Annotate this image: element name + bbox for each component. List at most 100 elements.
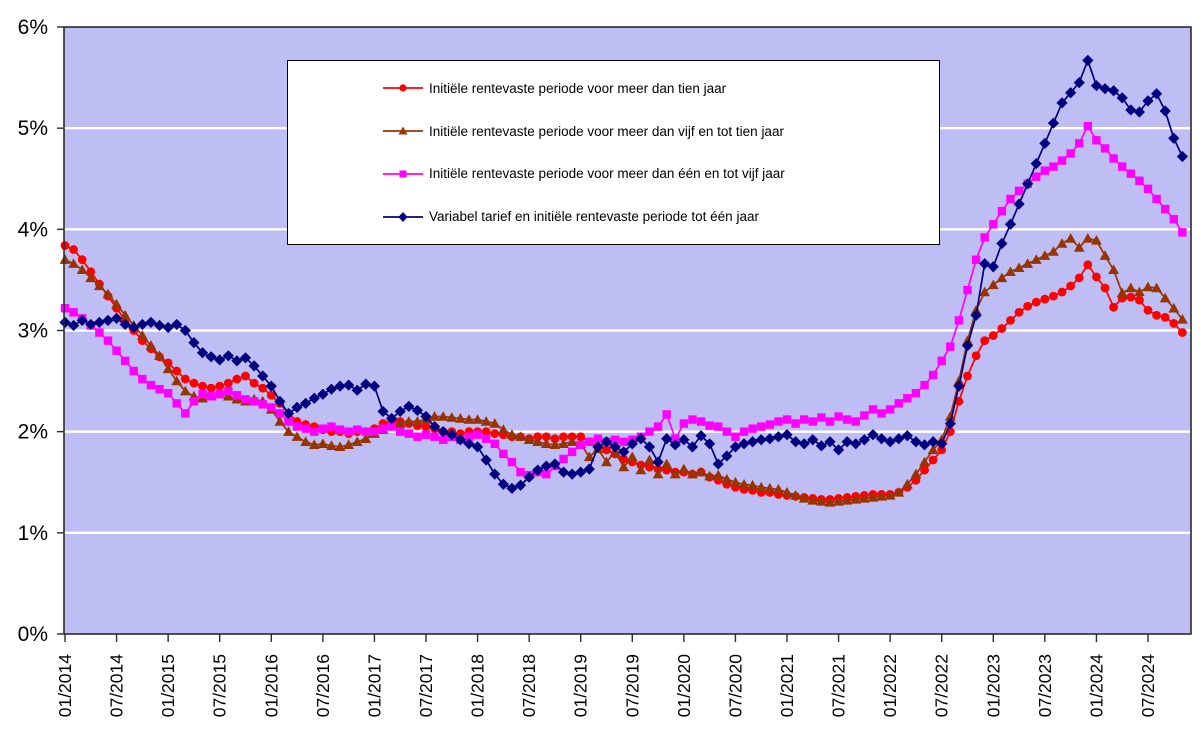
- marker-triangle: [394, 418, 406, 428]
- marker-diamond: [1030, 157, 1042, 170]
- y-axis-label-5%: 5%: [18, 117, 48, 140]
- marker-diamond: [1039, 137, 1051, 149]
- marker-triangle: [283, 426, 294, 436]
- marker-square: [1143, 184, 1153, 194]
- marker-diamond: [729, 441, 742, 453]
- marker-diamond: [996, 237, 1008, 250]
- marker-square: [301, 424, 310, 433]
- x-axis-label-07/2020: 07/2020: [725, 654, 745, 718]
- marker-diamond: [360, 378, 372, 390]
- marker-triangle: [652, 468, 664, 479]
- marker-circle: [1177, 328, 1187, 337]
- marker-square: [1152, 194, 1161, 204]
- marker-triangle: [222, 390, 234, 401]
- marker-diamond: [291, 401, 303, 413]
- marker-diamond: [540, 460, 552, 472]
- marker-square: [112, 346, 121, 355]
- marker-circle: [928, 455, 938, 465]
- legend-sample-square-icon: [383, 170, 423, 178]
- marker-diamond: [171, 318, 183, 331]
- marker-circle: [180, 374, 190, 384]
- marker-circle: [576, 432, 586, 442]
- marker-circle: [172, 366, 182, 376]
- marker-triangle: [1065, 233, 1077, 243]
- marker-triangle: [291, 431, 303, 441]
- marker-triangle: [566, 436, 578, 446]
- x-axis-label-01/2022: 01/2022: [880, 654, 900, 717]
- marker-triangle: [497, 424, 509, 434]
- x-axis-label-07/2016: 07/2016: [313, 654, 333, 717]
- marker-diamond: [652, 456, 664, 468]
- marker-triangle: [515, 431, 526, 441]
- marker-square: [576, 440, 585, 450]
- marker-square: [585, 437, 594, 446]
- marker-triangle: [1005, 266, 1016, 277]
- x-axis-label-01/2014: 01/2014: [55, 654, 75, 718]
- marker-diamond: [798, 438, 810, 450]
- marker-square: [69, 308, 78, 317]
- x-axis-label-07/2019: 07/2019: [622, 654, 642, 717]
- marker-diamond: [893, 433, 905, 445]
- marker-triangle: [815, 496, 827, 506]
- marker-diamond: [592, 441, 604, 453]
- marker-triangle: [403, 416, 415, 426]
- marker-square: [438, 435, 448, 444]
- marker-triangle: [687, 468, 698, 479]
- marker-square: [946, 342, 955, 351]
- marker-circle: [1126, 292, 1136, 302]
- marker-square: [361, 427, 371, 436]
- marker-square: [103, 336, 113, 345]
- marker-circle: [77, 255, 87, 265]
- marker-triangle: [953, 375, 965, 386]
- marker-diamond: [1142, 95, 1154, 107]
- x-axis-label-01/2024: 01/2024: [1086, 654, 1106, 718]
- marker-diamond: [1116, 92, 1128, 104]
- marker-square: [224, 387, 233, 396]
- marker-diamond: [867, 429, 879, 441]
- marker-square: [731, 432, 740, 441]
- marker-diamond: [755, 434, 767, 446]
- marker-square: [1118, 162, 1127, 171]
- marker-triangle: [635, 464, 647, 475]
- marker-square: [95, 328, 104, 337]
- marker-triangle: [1176, 313, 1188, 324]
- marker-triangle: [893, 486, 905, 497]
- marker-diamond: [841, 436, 853, 448]
- marker-square: [757, 422, 766, 431]
- marker-square: [842, 415, 852, 424]
- marker-circle: [1006, 315, 1015, 325]
- marker-triangle: [858, 493, 870, 503]
- marker-square: [267, 403, 276, 412]
- marker-square: [868, 405, 878, 414]
- marker-square: [1006, 194, 1015, 204]
- marker-square: [1032, 172, 1041, 181]
- marker-diamond: [153, 319, 166, 332]
- marker-circle: [258, 383, 268, 393]
- marker-square: [404, 429, 414, 438]
- marker-triangle: [661, 458, 673, 469]
- marker-triangle: [326, 440, 337, 451]
- marker-triangle: [850, 494, 862, 504]
- marker-circle: [1014, 307, 1024, 317]
- marker-square: [1160, 204, 1170, 214]
- marker-diamond: [557, 466, 570, 478]
- marker-diamond: [1013, 198, 1025, 210]
- x-axis-label-01/2023: 01/2023: [983, 654, 1003, 717]
- marker-square: [1083, 121, 1093, 131]
- marker-diamond: [325, 383, 338, 395]
- marker-circle: [266, 390, 276, 400]
- marker-triangle: [162, 363, 174, 374]
- marker-diamond: [231, 355, 243, 367]
- x-axis-label-07/2023: 07/2023: [1035, 654, 1055, 717]
- marker-triangle: [1082, 233, 1094, 243]
- marker-triangle: [59, 254, 71, 264]
- marker-diamond: [394, 405, 406, 418]
- marker-triangle: [334, 441, 346, 452]
- marker-square: [232, 391, 242, 400]
- marker-circle: [1152, 310, 1161, 320]
- marker-triangle: [601, 456, 612, 467]
- marker-triangle: [910, 468, 922, 479]
- marker-diamond: [119, 318, 131, 331]
- marker-square: [989, 220, 998, 229]
